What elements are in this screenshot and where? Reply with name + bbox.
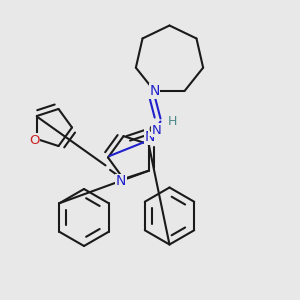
Text: N: N [116, 174, 126, 188]
Text: O: O [29, 134, 40, 147]
Text: C: C [148, 125, 156, 135]
Text: N: N [149, 84, 160, 98]
Text: N: N [145, 130, 155, 144]
Text: H: H [168, 115, 177, 128]
Text: N: N [152, 124, 161, 136]
